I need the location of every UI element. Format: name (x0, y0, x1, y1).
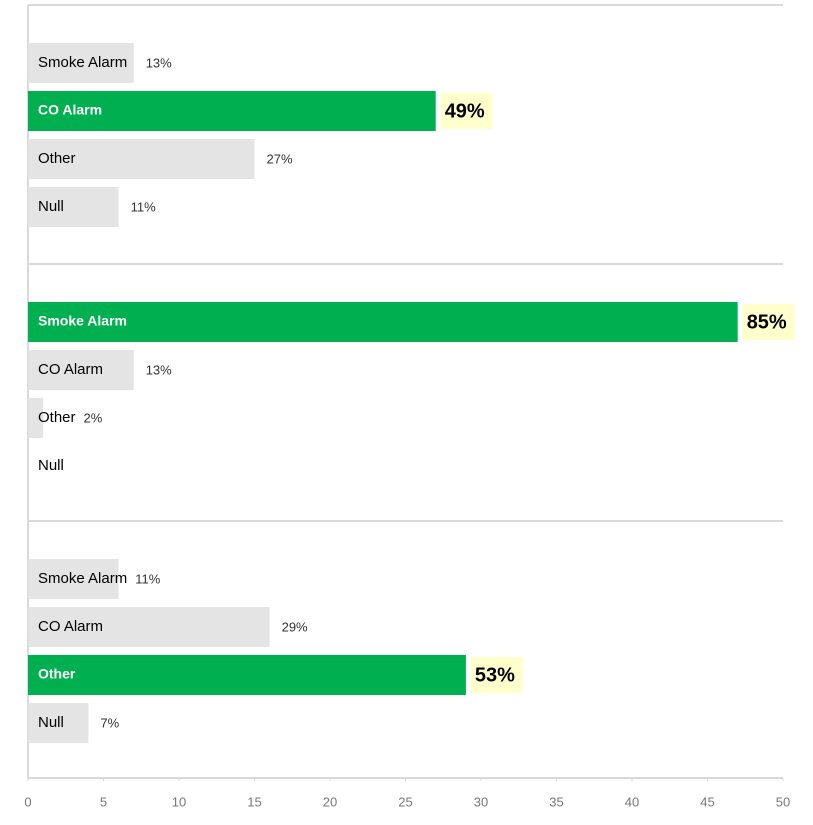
category-label: CO Alarm (38, 361, 103, 378)
value-label: 53% (475, 664, 515, 686)
value-label: 85% (747, 311, 787, 333)
x-tick-label: 25 (398, 794, 412, 809)
bar (28, 43, 134, 83)
value-label: 13% (146, 55, 172, 70)
value-label: 11% (135, 571, 160, 586)
x-tick-label: 0 (24, 794, 31, 809)
category-label: Other (38, 666, 76, 682)
category-label: Other (38, 409, 76, 426)
bar (28, 655, 466, 695)
bar (28, 139, 255, 179)
bar (28, 398, 44, 438)
x-tick-label: 10 (172, 794, 186, 809)
value-label: 29% (282, 619, 308, 634)
category-label: CO Alarm (38, 102, 102, 118)
category-label: Smoke Alarm (38, 54, 127, 71)
bar (28, 350, 134, 390)
x-tick-label: 35 (549, 794, 563, 809)
x-tick-label: 15 (247, 794, 261, 809)
x-tick-label: 30 (474, 794, 488, 809)
value-label: 49% (445, 100, 485, 122)
category-label: Null (38, 457, 64, 474)
category-label: Other (38, 150, 76, 167)
value-label: 7% (100, 715, 119, 730)
bar (28, 559, 119, 599)
bar (28, 302, 738, 342)
value-label: 2% (84, 410, 103, 425)
category-label: Null (38, 714, 64, 731)
value-label: 11% (131, 199, 156, 214)
value-label-bg (470, 657, 523, 693)
bar (28, 607, 270, 647)
x-tick-label: 20 (323, 794, 337, 809)
x-tick-label: 45 (700, 794, 714, 809)
x-tick-label: 50 (776, 794, 790, 809)
bar (28, 91, 436, 131)
category-label: Null (38, 198, 64, 215)
bar (28, 703, 89, 743)
value-label: 27% (267, 151, 293, 166)
bar (28, 187, 119, 227)
x-tick-label: 5 (100, 794, 107, 809)
category-label: Smoke Alarm (38, 313, 127, 329)
value-label-bg (742, 304, 795, 340)
category-label: CO Alarm (38, 618, 103, 635)
value-label: 13% (146, 362, 172, 377)
category-label: Smoke Alarm (38, 570, 127, 587)
x-tick-label: 40 (625, 794, 639, 809)
value-label-bg (440, 93, 493, 129)
